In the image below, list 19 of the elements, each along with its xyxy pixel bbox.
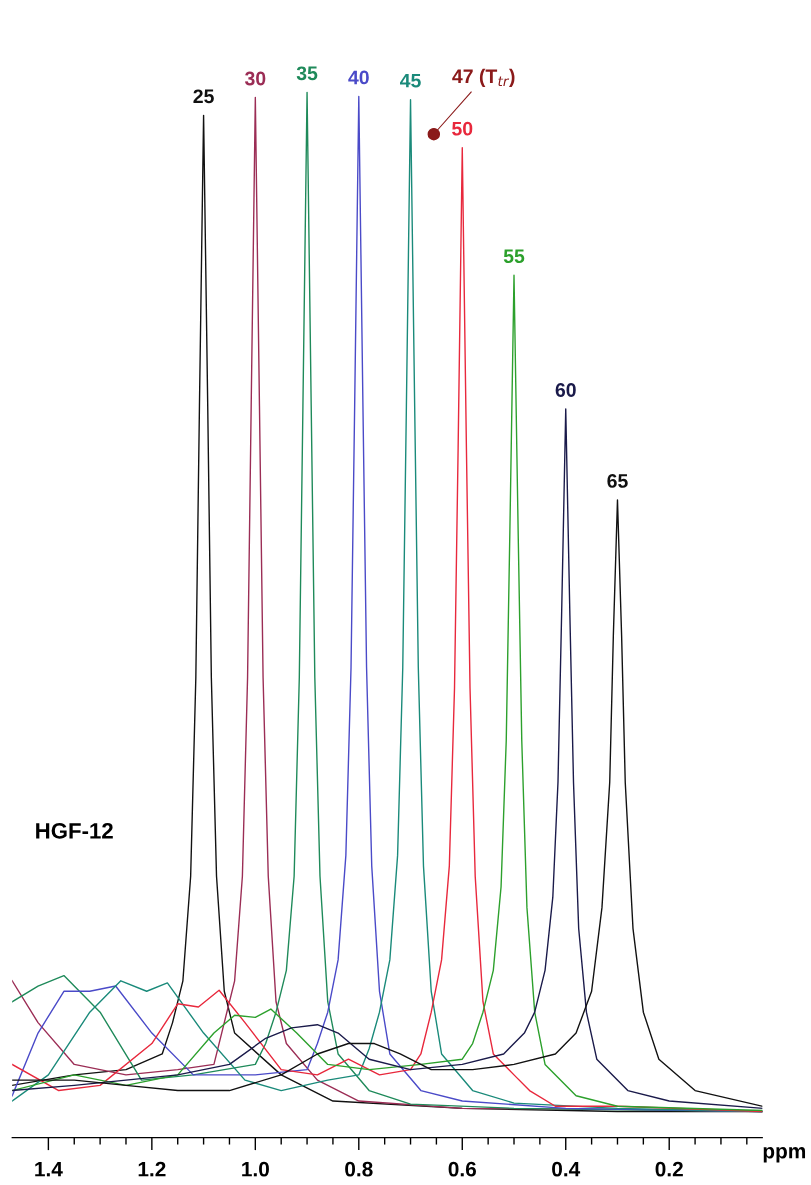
x-tick-label: 1.0 bbox=[242, 1161, 269, 1177]
series-label: 40 bbox=[348, 70, 369, 85]
series-label: 60 bbox=[555, 383, 576, 397]
x-tick-label: 1.2 bbox=[138, 1161, 166, 1177]
x-tick-label: 0.8 bbox=[345, 1161, 373, 1177]
x-tick-label: 0.6 bbox=[448, 1161, 476, 1177]
x-tick-label: 0.4 bbox=[552, 1161, 581, 1177]
x-tick-label: 0.2 bbox=[655, 1161, 683, 1177]
series-label: 65 bbox=[607, 474, 628, 488]
x-axis-title: ppm bbox=[763, 1147, 806, 1163]
annotation: HGF-12 bbox=[36, 822, 113, 839]
x-tick-label: 1.4 bbox=[35, 1161, 63, 1177]
series-label: 50 bbox=[452, 121, 473, 136]
series-label: 35 bbox=[296, 66, 318, 81]
series-label: 30 bbox=[244, 71, 266, 86]
series-label: 25 bbox=[193, 89, 214, 104]
series-label: 55 bbox=[503, 249, 525, 264]
series-label: 45 bbox=[400, 73, 421, 88]
annotation: 47 (T$_{tr}$) bbox=[452, 68, 515, 87]
